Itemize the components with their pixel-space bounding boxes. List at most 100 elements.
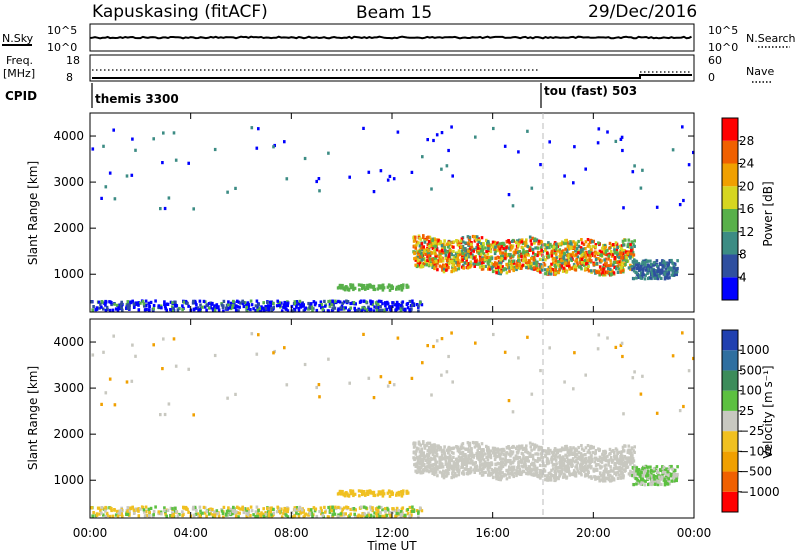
power-cell: [391, 301, 394, 305]
power-cell: [362, 126, 365, 130]
power-cell: [629, 267, 632, 271]
velocity-cell: [420, 448, 424, 452]
velocity-cell: [384, 510, 387, 514]
power-cell: [562, 266, 565, 270]
power-cell: [631, 264, 634, 269]
power-cell: [297, 309, 301, 313]
velocity-cell: [121, 514, 124, 518]
power-cell: [427, 254, 431, 258]
power-cell: [523, 254, 527, 258]
power-cell: [545, 246, 549, 250]
velocity-cell: [556, 466, 560, 470]
velocity-cell: [485, 463, 489, 468]
velocity-cell: [474, 444, 478, 448]
velocity-cell: [519, 458, 523, 462]
power-cell: [597, 257, 600, 261]
velocity-cell: [540, 449, 544, 453]
velocity-cell: [414, 441, 417, 445]
velocity-cell: [444, 459, 448, 463]
velocity-cell: [431, 452, 435, 456]
velocity-cell: [315, 514, 319, 519]
power-cell: [159, 207, 162, 211]
velocity-cell: [597, 463, 600, 467]
power-cell: [673, 273, 676, 277]
power-cell: [492, 245, 495, 249]
velocity-cell: [525, 459, 528, 463]
velocity-cell: [473, 470, 476, 474]
power-cell: [594, 243, 598, 247]
velocity-cell: [307, 507, 310, 512]
power-cell: [590, 248, 593, 252]
power-cell: [300, 302, 304, 306]
power-cell: [460, 237, 464, 241]
velocity-cell: [633, 467, 637, 471]
velocity-cell: [569, 463, 573, 467]
power-cell: [425, 263, 428, 267]
power-cell: [493, 261, 497, 265]
power-cell: [605, 264, 609, 268]
velocity-cell: [525, 471, 528, 476]
velocity-cell: [609, 465, 612, 469]
velocity-cell: [368, 489, 372, 493]
velocity-cell: [552, 451, 556, 455]
power-cell: [486, 260, 490, 264]
power-cell: [408, 299, 412, 304]
power-cell: [586, 267, 589, 271]
power-cell: [375, 306, 378, 310]
power-cell: [491, 264, 495, 269]
power-cell: [607, 270, 611, 274]
velocity-cell: [141, 506, 145, 510]
power-cell: [213, 304, 216, 308]
velocity-cell: [303, 362, 307, 367]
power-cell: [546, 268, 549, 272]
power-cell: [595, 269, 598, 274]
velocity-cell: [548, 346, 551, 350]
velocity-cell: [652, 467, 656, 471]
velocity-cell: [174, 506, 177, 510]
velocity-cell: [318, 510, 321, 514]
power-cell: [233, 305, 237, 310]
velocity-cell: [166, 508, 170, 512]
power-cell: [555, 256, 558, 260]
power-cell: [447, 252, 451, 256]
velocity-cell: [505, 468, 508, 472]
velocity-cell: [590, 454, 593, 458]
velocity-cell: [456, 467, 460, 471]
velocity-cell: [471, 459, 474, 463]
power-cell: [342, 300, 346, 304]
velocity-cell: [520, 472, 523, 476]
velocity-cell: [144, 505, 148, 509]
power-cell: [465, 261, 468, 265]
velocity-cell: [536, 474, 539, 478]
velocity-cell: [566, 464, 570, 468]
power-cell: [425, 247, 429, 252]
power-cell: [616, 270, 620, 274]
power-cell: [615, 267, 618, 271]
velocity-cell: [641, 481, 644, 485]
power-cell: [502, 241, 505, 245]
velocity-cell: [654, 477, 658, 481]
velocity-cell: [148, 514, 151, 518]
velocity-cell: [357, 489, 361, 493]
velocity-cell: [597, 333, 601, 337]
power-cell: [500, 270, 503, 274]
power-cell: [299, 303, 302, 307]
colorbar-tick-label: 24: [739, 157, 754, 171]
velocity-cell: [638, 480, 642, 484]
beam-title: Beam 15: [356, 3, 432, 23]
velocity-cell: [443, 457, 447, 461]
velocity-cell: [429, 444, 433, 448]
power-cell: [519, 252, 523, 256]
power-cell: [494, 245, 497, 249]
velocity-cell: [483, 460, 487, 464]
velocity-cell: [538, 463, 542, 467]
power-cell: [489, 243, 493, 247]
power-cell: [221, 305, 225, 309]
colorbar-segment: [722, 431, 738, 452]
velocity-cell: [360, 489, 363, 493]
velocity-cell: [541, 464, 545, 468]
power-cell: [482, 260, 485, 265]
velocity-cell: [474, 341, 477, 345]
velocity-cell: [393, 509, 397, 513]
velocity-cell: [137, 514, 141, 518]
